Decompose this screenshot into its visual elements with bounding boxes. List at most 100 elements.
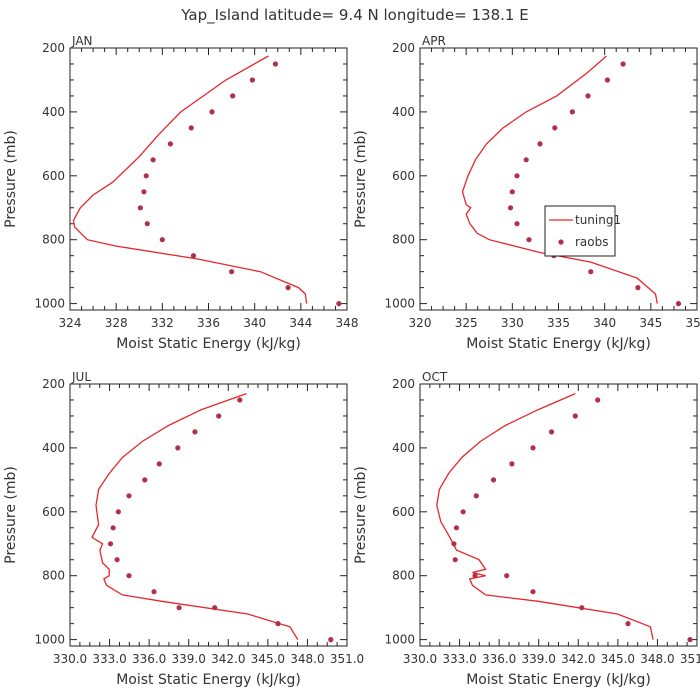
obs-point	[272, 61, 278, 67]
obs-point	[249, 77, 255, 83]
obs-point	[285, 285, 291, 291]
obs-point	[209, 109, 215, 115]
x-axis-label: Moist Static Energy (kJ/kg)	[466, 336, 651, 352]
series-line-tuning1	[436, 393, 654, 640]
obs-point	[530, 445, 536, 451]
obs-point	[216, 413, 222, 419]
panel-title: APR	[422, 34, 446, 48]
obs-point	[473, 493, 479, 499]
obs-point	[115, 509, 121, 515]
ytick-label: 400	[392, 441, 415, 455]
ytick-label: 200	[392, 41, 415, 55]
xtick-label: 350	[686, 316, 700, 330]
obs-point	[504, 573, 510, 579]
ytick-label: 1000	[384, 297, 415, 311]
obs-point	[514, 221, 520, 227]
panel-title: OCT	[422, 370, 448, 384]
obs-point	[230, 93, 236, 99]
ytick-label: 200	[42, 377, 65, 391]
x-axis-label: Moist Static Energy (kJ/kg)	[116, 336, 301, 352]
obs-point	[107, 541, 114, 547]
obs-point	[585, 93, 591, 99]
x-axis-label: Moist Static Energy (kJ/kg)	[466, 672, 651, 688]
xtick-label: 348.0	[640, 652, 674, 666]
xtick-label: 330	[501, 316, 524, 330]
xtick-label: 333.0	[92, 652, 126, 666]
obs-point	[144, 221, 150, 227]
xtick-label: 332	[151, 316, 174, 330]
panels: JAN 200 400 600 800 1000 324 328 332 336 340 344 348…	[3, 34, 700, 688]
obs-point	[159, 237, 165, 243]
obs-point	[167, 141, 173, 147]
obs-point	[229, 269, 235, 275]
ytick-label: 400	[42, 105, 65, 119]
xtick-label: 335	[547, 316, 570, 330]
obs-point	[537, 141, 543, 147]
obs-point	[188, 125, 194, 131]
obs-point	[472, 573, 478, 579]
panel-title: JAN	[71, 34, 93, 48]
panel-apr: APR 200 400 600 800 1000 320 325 330 335 340 345 350…	[353, 34, 700, 352]
xtick-label: 330.0	[53, 652, 87, 666]
legend: tuning1 raobs	[544, 205, 621, 257]
xtick-label: 345.0	[251, 652, 285, 666]
obs-point	[526, 237, 532, 243]
panel-oct: OCT 200 400 600 800 1000 330.0 333.0 336.0 339.0 3…	[353, 370, 700, 688]
xtick-label: 336	[197, 316, 220, 330]
legend-entry-obs: raobs	[575, 235, 609, 249]
xtick-label: 320	[409, 316, 432, 330]
legend-entry-model: tuning1	[575, 213, 621, 227]
obs-point	[514, 173, 520, 179]
obs-point	[275, 621, 281, 627]
ytick-label: 1000	[384, 633, 415, 647]
obs-point	[595, 397, 601, 403]
xtick-label: 328	[105, 316, 128, 330]
xtick-label: 342.0	[561, 652, 595, 666]
obs-point	[212, 605, 218, 611]
ytick-label: 800	[392, 569, 415, 583]
panel-jan: JAN 200 400 600 800 1000 324 328 332 336 340 344 348…	[3, 34, 358, 352]
xtick-label: 342.0	[211, 652, 245, 666]
obs-point	[142, 477, 148, 483]
xtick-label: 345.0	[601, 652, 635, 666]
y-axis-label: Pressure (mb)	[353, 466, 369, 564]
obs-point	[237, 397, 243, 403]
obs-point	[635, 285, 641, 291]
xtick-label: 344	[289, 316, 312, 330]
obs-point	[460, 509, 466, 515]
obs-point	[176, 605, 182, 611]
obs-point	[620, 61, 626, 67]
y-axis-label: Pressure (mb)	[3, 466, 19, 564]
figure-title: Yap_Island latitude= 9.4 N longitude= 13…	[180, 6, 528, 25]
obs-point	[192, 429, 198, 435]
xtick-label: 339.0	[522, 652, 556, 666]
xtick-label: 336.0	[132, 652, 166, 666]
obs-point	[175, 445, 181, 451]
xtick-label: 330.0	[403, 652, 437, 666]
obs-point	[569, 109, 576, 115]
ytick-label: 600	[42, 505, 65, 519]
obs-point	[588, 269, 594, 275]
xtick-label: 339.0	[172, 652, 206, 666]
xtick-label: 325	[455, 316, 478, 330]
panel-jul: JUL 200 400 600 800 1000 330.0 333.0 336.0 339.0 3…	[3, 370, 364, 688]
obs-point	[523, 157, 529, 163]
xtick-label: 340	[243, 316, 266, 330]
obs-point	[675, 301, 682, 307]
xtick-label: 345	[639, 316, 662, 330]
obs-point	[151, 589, 157, 595]
obs-point	[572, 413, 578, 419]
panel-title: JUL	[71, 370, 91, 384]
obs-point	[490, 477, 497, 483]
legend-dot-swatch	[558, 239, 564, 245]
obs-point	[190, 253, 197, 259]
obs-point	[453, 525, 460, 531]
obs-point	[530, 589, 536, 595]
x-axis-label: Moist Static Energy (kJ/kg)	[116, 672, 301, 688]
xtick-label: 348.0	[290, 652, 324, 666]
obs-point	[110, 525, 116, 531]
xtick-label: 336.0	[482, 652, 516, 666]
obs-point	[143, 173, 149, 179]
obs-point	[625, 621, 631, 627]
